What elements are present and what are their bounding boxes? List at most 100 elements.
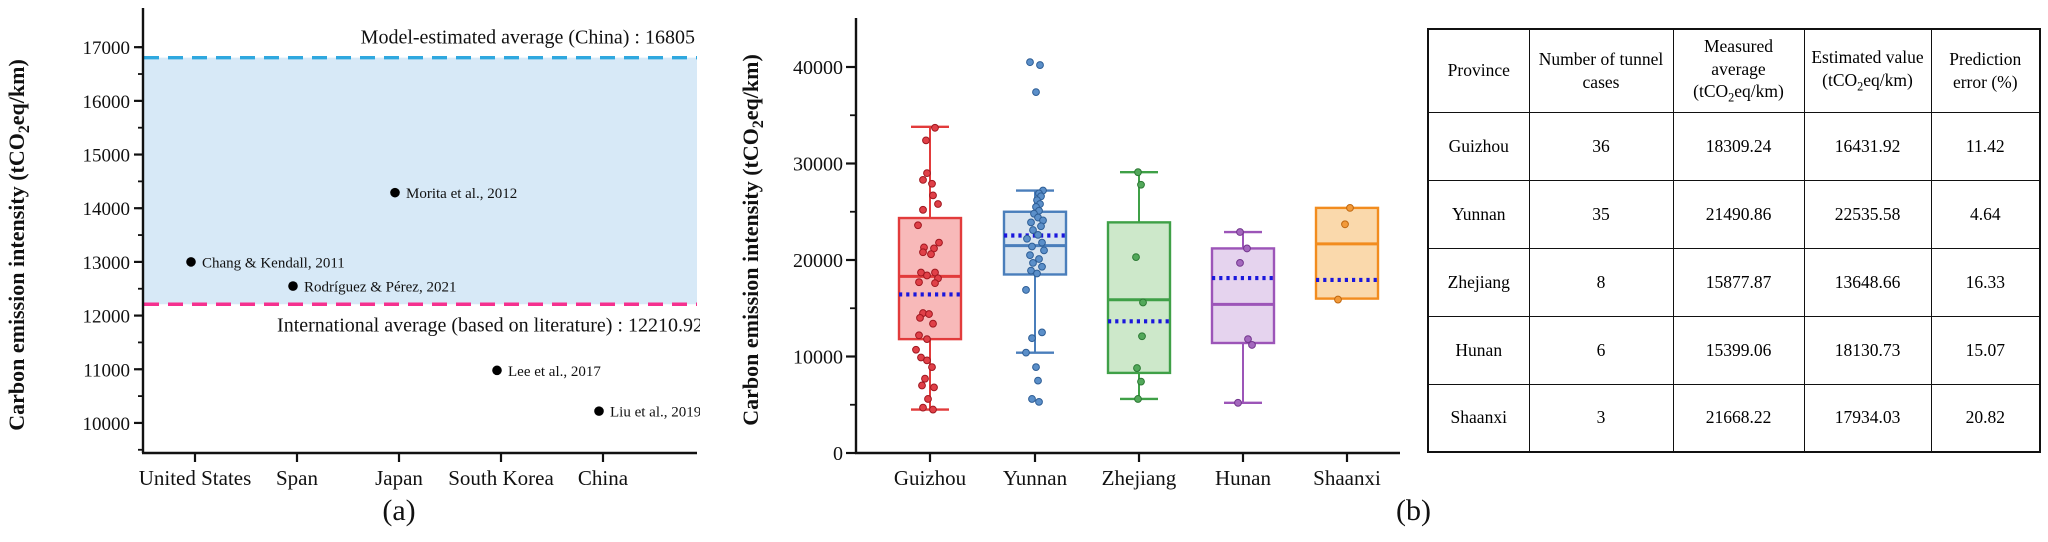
- table-cell: 18130.73: [1803, 315, 1932, 385]
- subscript: 2: [16, 125, 33, 133]
- tunnel-case-point: [1137, 180, 1145, 189]
- y-tick-label: 10000: [83, 414, 131, 435]
- text-run: Rodríguez & Pérez, 2021: [304, 280, 456, 296]
- column-header: Prediction error (%): [1930, 28, 2041, 113]
- text-run: Carbon emission intensity (tCO: [4, 133, 29, 431]
- tunnel-case-point: [934, 200, 942, 208]
- tunnel-case-point: [922, 136, 930, 145]
- y-axis-title: Carbon emission intensity (tCO2eq/km): [738, 54, 767, 426]
- y-tick-label: 16000: [83, 92, 131, 113]
- table-cell: 35: [1528, 179, 1674, 249]
- tunnel-case-point: [1023, 234, 1031, 243]
- table-cell: 4.64: [1930, 179, 2041, 249]
- table-cell: 21668.22: [1672, 383, 1805, 453]
- tunnel-case-point: [928, 363, 936, 372]
- table-cell: Yunnan: [1427, 179, 1530, 249]
- tunnel-case-point: [925, 310, 933, 318]
- tunnel-case-point: [923, 356, 931, 365]
- table-cell: 22535.58: [1803, 179, 1932, 249]
- tunnel-case-point: [1032, 363, 1040, 372]
- table-header-row: Province Number of tunnel cases Measured a…: [1427, 28, 2041, 113]
- tunnel-case-point: [1137, 377, 1145, 386]
- table-cell: 16431.92: [1803, 111, 1932, 181]
- tunnel-case-point: [1034, 376, 1042, 385]
- y-tick-label: 13000: [83, 253, 131, 274]
- table-cell: Zhejiang: [1427, 247, 1530, 317]
- text-run: Liu et al., 2019: [610, 405, 700, 421]
- table-cell: 3: [1528, 383, 1674, 453]
- column-header: Province: [1427, 28, 1530, 113]
- tunnel-case-point: [921, 374, 929, 383]
- model-average-label: Model-estimated average (China) : 16805: [361, 27, 695, 49]
- tunnel-case-point: [919, 176, 927, 184]
- iqr-box: [1106, 221, 1172, 375]
- tunnel-case-point: [929, 319, 937, 328]
- study-label: Liu et al., 2019: [610, 405, 700, 421]
- caption-a: (a): [382, 494, 416, 527]
- tunnel-case-point: [1346, 203, 1354, 212]
- table-row: Hunan 6 15399.06 18130.73 15.07: [1427, 315, 2041, 385]
- tunnel-case-point: [923, 335, 931, 344]
- table-cell: 16.33: [1930, 247, 2041, 317]
- table-cell: 13648.66: [1803, 247, 1932, 317]
- tunnel-case-point: [1133, 364, 1141, 372]
- text-run: eq/km): [738, 54, 763, 120]
- tunnel-case-point: [914, 221, 922, 230]
- tunnel-case-point: [1033, 269, 1041, 278]
- tunnel-case-point: [1243, 244, 1251, 253]
- table-cell: 18309.24: [1672, 111, 1805, 181]
- text-run: Chang & Kendall, 2011: [202, 255, 345, 271]
- x-category-label: Span: [276, 466, 319, 490]
- iqr-box: [897, 216, 963, 341]
- table-cell: 15399.06: [1672, 315, 1805, 385]
- box-guizhou: [897, 123, 963, 414]
- tunnel-case-point: [931, 279, 939, 288]
- country-scatter-chart: Model-estimated average (China) : 16805 I…: [4, 8, 703, 490]
- x-category-label: Zhejiang: [1102, 466, 1177, 490]
- prediction-table: Province Number of tunnel cases Measured a…: [1427, 28, 2041, 453]
- y-tick-label: 11000: [83, 360, 130, 381]
- caption-b: (b): [1396, 494, 1431, 527]
- y-tick-label: 20000: [793, 250, 843, 272]
- tunnel-case-point: [928, 179, 936, 188]
- table-cell: Shaanxi: [1427, 383, 1530, 453]
- prediction-table-panel: Province Number of tunnel cases Measured a…: [1427, 28, 2041, 453]
- y-tick-label: 0: [833, 443, 843, 465]
- tunnel-case-point: [1029, 226, 1037, 234]
- tunnel-case-point: [1037, 222, 1045, 231]
- x-category-label: South Korea: [448, 466, 554, 490]
- text-run: Carbon emission intensity (tCO: [738, 128, 763, 426]
- x-category-label: China: [578, 466, 629, 490]
- tunnel-case-point: [924, 395, 932, 403]
- text-run: International average (based on literatu…: [277, 314, 700, 336]
- tunnel-case-point: [927, 250, 935, 259]
- tunnel-case-point: [1038, 238, 1046, 247]
- model-vs-literature-band: [144, 57, 697, 305]
- study-label: Rodríguez & Pérez, 2021: [304, 280, 456, 296]
- table-row: Yunnan 35 21490.86 22535.58 4.64: [1427, 179, 2041, 249]
- study-data-point: [390, 187, 400, 198]
- tunnel-case-point: [1027, 218, 1035, 227]
- column-header: Estimated value (tCO2eq/km): [1803, 28, 1932, 113]
- table-row: Zhejiang 8 15877.87 13648.66 16.33: [1427, 247, 2041, 317]
- province-boxplot-chart: 0 10000 20000 30000 40000 Guizhou Yunnan Zhejia…: [738, 18, 1400, 490]
- tunnel-case-point: [1028, 334, 1036, 343]
- table-cell: 11.42: [1930, 111, 2041, 181]
- tunnel-case-point: [1236, 228, 1244, 236]
- text-run: Model-estimated average (China) : 16805: [361, 27, 695, 49]
- tunnel-case-point: [1139, 298, 1147, 307]
- study-label: Chang & Kendall, 2011: [202, 255, 345, 271]
- tunnel-case-point: [1026, 251, 1034, 260]
- tunnel-case-point: [1334, 295, 1342, 304]
- tunnel-case-point: [919, 248, 927, 257]
- tunnel-case-point: [1022, 286, 1030, 294]
- table-cell: 15877.87: [1672, 247, 1805, 317]
- table-cell: 17934.03: [1803, 383, 1932, 453]
- table-cell: 6: [1528, 315, 1674, 385]
- tunnel-case-point: [935, 238, 943, 247]
- y-tick-label: 30000: [793, 154, 843, 176]
- tunnel-case-point: [1138, 332, 1146, 341]
- text-run: eq/km): [4, 59, 29, 125]
- tunnel-case-point: [1341, 220, 1349, 229]
